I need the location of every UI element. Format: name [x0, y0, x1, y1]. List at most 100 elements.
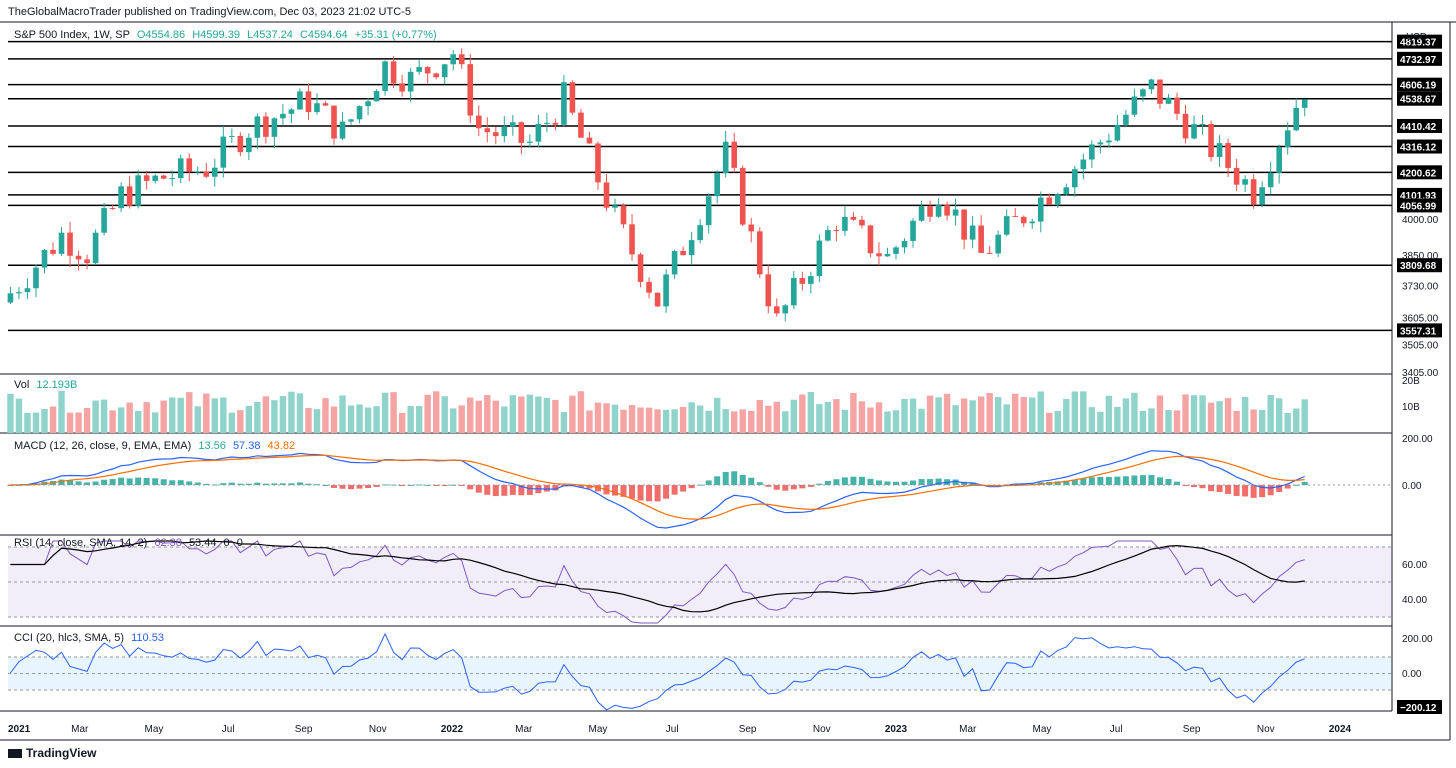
high-value: H4599.39	[192, 29, 240, 41]
rsi-title[interactable]: RSI (14, close, SMA, 14, 2)	[14, 537, 148, 549]
tradingview-logo[interactable]: TradingView	[8, 746, 96, 760]
candle-body	[1216, 143, 1223, 158]
macd-hist-bar	[237, 483, 244, 485]
candle-body	[416, 67, 422, 72]
candle-body	[825, 230, 831, 241]
time-axis-label-14: May	[1033, 724, 1052, 735]
volume-bar	[1105, 395, 1113, 433]
candle-body	[544, 122, 550, 124]
volume-bar	[901, 398, 908, 433]
candle-body	[944, 205, 950, 216]
volume-bar	[696, 405, 704, 433]
volume-bar	[960, 398, 968, 433]
volume-bar	[1097, 411, 1104, 433]
volume-bar	[509, 395, 517, 433]
currency-label[interactable]: USD	[1406, 32, 1428, 43]
macd-hist-bar	[101, 479, 108, 485]
macd-hist-bar	[552, 485, 559, 491]
candle-body	[697, 225, 703, 241]
candle-body	[527, 141, 533, 143]
volume-bar	[909, 398, 917, 433]
candle-body	[586, 137, 593, 144]
time-axis-label-15: Jul	[1110, 724, 1123, 735]
macd-hist-bar	[186, 481, 193, 485]
time-axis-label-16: Sep	[1183, 724, 1201, 735]
volume-bar	[552, 399, 559, 433]
candle-body	[791, 278, 797, 306]
candle-body	[969, 225, 976, 240]
level-tag-5	[1397, 139, 1442, 154]
cci-last-label: −200.12	[1400, 703, 1437, 714]
candle-body	[305, 91, 312, 113]
cci-title[interactable]: CCI (20, hlc3, SMA, 5)	[14, 632, 125, 644]
candle-body	[1029, 221, 1036, 224]
macd-hist-bar	[714, 476, 721, 485]
volume-bar	[892, 410, 900, 433]
candle-body	[935, 205, 942, 217]
macd-hist-bar	[773, 485, 780, 490]
candle-body	[254, 116, 261, 138]
candle-body	[808, 276, 814, 284]
macd-hist-bar	[331, 485, 338, 488]
volume-tick-1: 10B	[1402, 402, 1420, 413]
volume-bar	[407, 406, 414, 433]
symbol-label[interactable]: S&P 500 Index, 1W, SP	[14, 29, 130, 41]
volume-bar	[833, 399, 840, 433]
volume-bar	[603, 403, 610, 433]
volume-title[interactable]: Vol	[14, 379, 30, 391]
macd-hist-bar	[1208, 485, 1215, 492]
macd-hist-bar	[501, 485, 508, 496]
macd-hist-bar	[612, 485, 619, 496]
level-tag-3	[1397, 91, 1442, 106]
macd-hist-bar	[782, 485, 789, 491]
volume-bar	[918, 408, 925, 433]
candle-body	[850, 216, 857, 220]
volume-bar	[586, 410, 593, 433]
volume-bar	[858, 401, 866, 433]
macd-hist-bar	[935, 478, 942, 485]
macd-hist-bar	[203, 483, 210, 485]
time-axis-label-1: Mar	[71, 724, 89, 735]
candle-body	[220, 136, 227, 168]
candle-body	[322, 103, 329, 106]
volume-bar	[688, 402, 695, 433]
candle-body	[1208, 123, 1214, 158]
candle-body	[510, 122, 516, 127]
macd-hist-bar	[58, 479, 65, 485]
level-label-5: 4316.12	[1400, 143, 1437, 154]
level-tag-4	[1397, 118, 1442, 133]
volume-bar	[381, 392, 389, 433]
volume-tick-0: 20B	[1402, 376, 1420, 387]
candle-body	[211, 167, 218, 177]
candle-body	[109, 208, 116, 210]
volume-bar	[1275, 398, 1283, 433]
level-tag-1	[1397, 51, 1442, 66]
volume-bar	[143, 402, 150, 433]
volume-bar	[816, 404, 823, 433]
rsi-line	[10, 540, 1305, 624]
candle-body	[1114, 124, 1121, 141]
volume-bar	[1037, 391, 1044, 433]
candle-body	[1259, 187, 1265, 205]
time-axis-label-2: May	[145, 724, 164, 735]
macd-title[interactable]: MACD (12, 26, close, 9, EMA, EMA)	[14, 440, 192, 452]
candle-body	[101, 208, 107, 233]
candle-body	[169, 178, 176, 180]
macd-hist-bar	[620, 485, 627, 497]
macd-hist-bar	[841, 477, 848, 485]
level-tag-10	[1397, 323, 1442, 338]
macd-hist-bar	[1191, 485, 1198, 488]
volume-bar	[398, 412, 406, 433]
volume-bar	[203, 393, 210, 433]
macd-hist-bar	[509, 485, 516, 495]
time-axis-label-0: 2021	[8, 724, 31, 735]
macd-hist-bar	[118, 477, 125, 485]
volume-bar	[237, 410, 244, 433]
candle-body	[552, 122, 559, 125]
macd-hist-bar	[194, 482, 201, 485]
level-tag-2	[1397, 77, 1442, 92]
volume-bar	[748, 410, 755, 433]
macd-hist-bar	[680, 485, 687, 492]
candle-body	[961, 209, 967, 240]
